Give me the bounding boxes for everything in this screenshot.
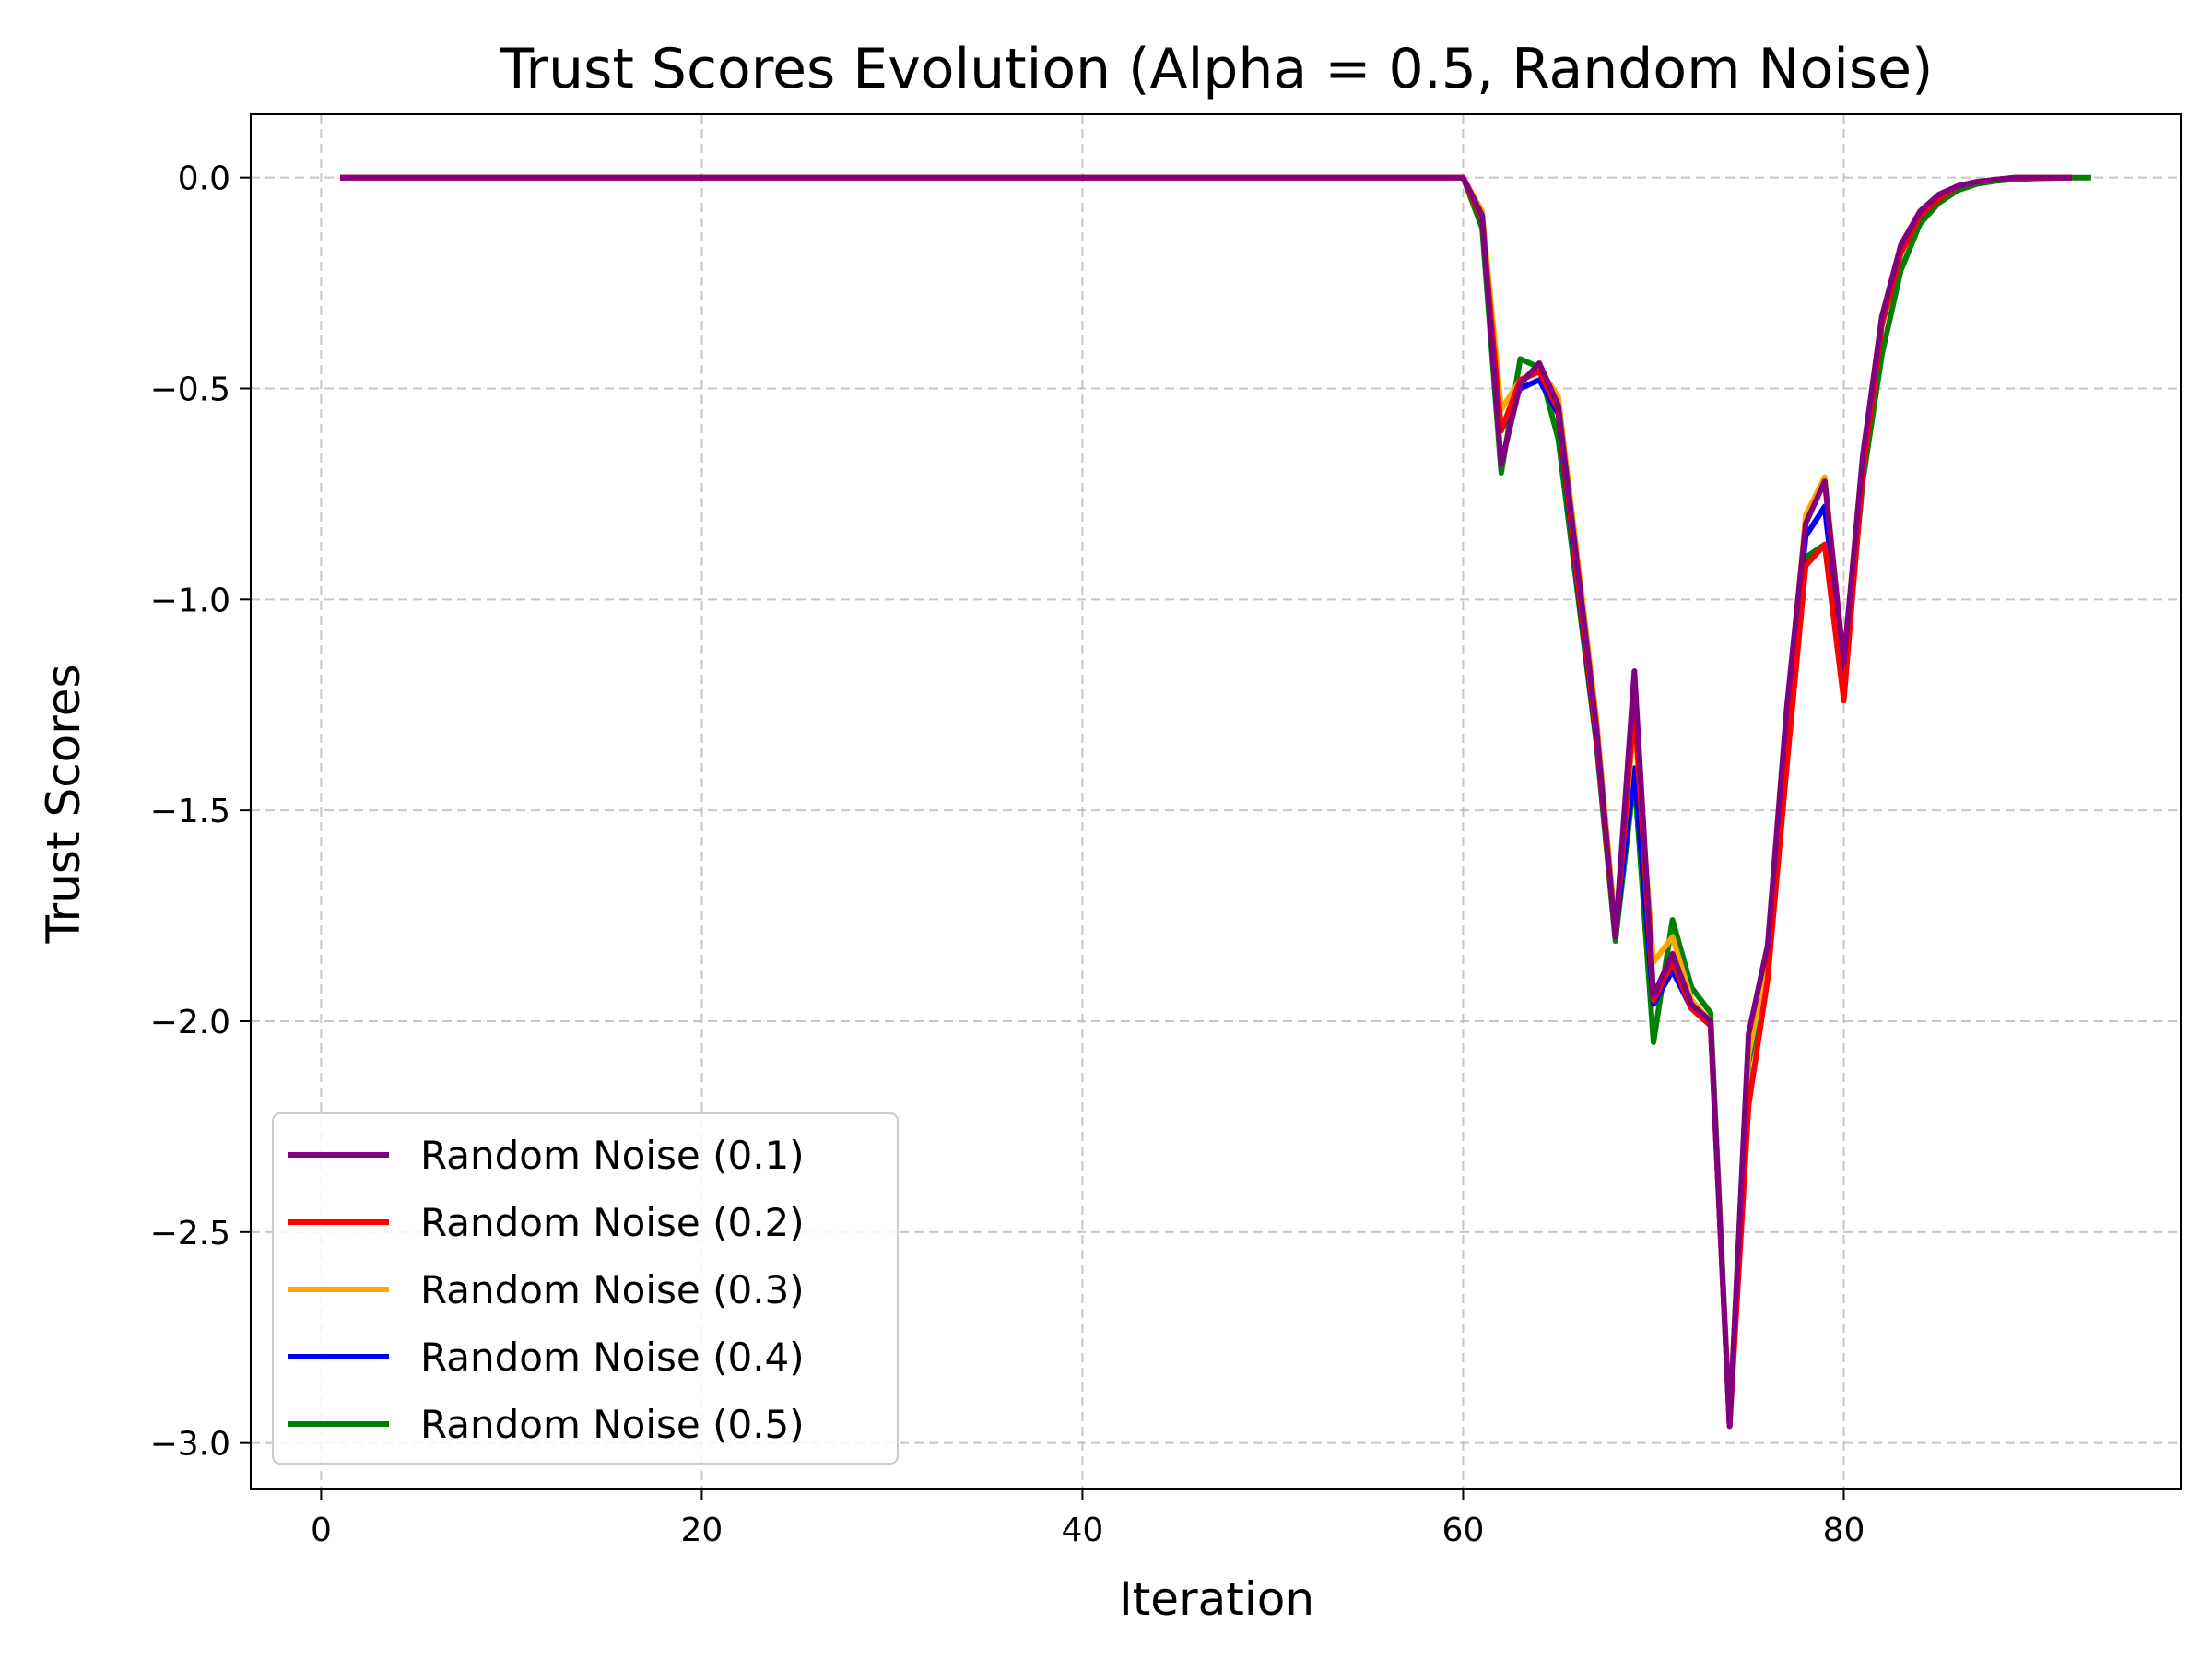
- y-axis-title: Trust Scores: [37, 664, 90, 944]
- ticks-layer: 0 20 40 60 80 0.0 −0.5 −1.0 −1.5 −2.0 −2.5 −3.0: [150, 160, 1865, 1549]
- legend-label: Random Noise (0.5): [420, 1402, 805, 1447]
- plot-area-frame: [250, 113, 2182, 1490]
- legend-label: Random Noise (0.4): [420, 1335, 805, 1380]
- series-layer: [340, 174, 2091, 1430]
- x-tick-label: 40: [1062, 1512, 1104, 1549]
- y-tick-label: 0.0: [178, 160, 230, 198]
- x-tick-label: 20: [681, 1512, 724, 1549]
- x-tick-label: 80: [1823, 1512, 1865, 1549]
- legend-label: Random Noise (0.3): [420, 1267, 805, 1312]
- grid-layer: [251, 114, 2181, 1489]
- y-tick-label: −3.0: [150, 1426, 230, 1464]
- series-line-1: [340, 174, 2073, 1430]
- chart-title: Trust Scores Evolution (Alpha = 0.5, Ran…: [500, 37, 1934, 101]
- x-tick-label: 60: [1442, 1512, 1485, 1549]
- legend: Random Noise (0.1) Random Noise (0.2) Rand…: [272, 1112, 899, 1465]
- y-tick-label: −0.5: [150, 371, 230, 408]
- legend-label: Random Noise (0.1): [420, 1133, 805, 1178]
- x-tick-label: 0: [311, 1512, 332, 1549]
- y-tick-label: −1.5: [150, 793, 230, 830]
- legend-box: [272, 1112, 899, 1465]
- legend-label: Random Noise (0.2): [420, 1200, 805, 1245]
- x-axis-title: Iteration: [1119, 1572, 1314, 1626]
- y-tick-label: −2.0: [150, 1004, 230, 1041]
- y-tick-label: −2.5: [150, 1215, 230, 1253]
- y-tick-label: −1.0: [150, 582, 230, 619]
